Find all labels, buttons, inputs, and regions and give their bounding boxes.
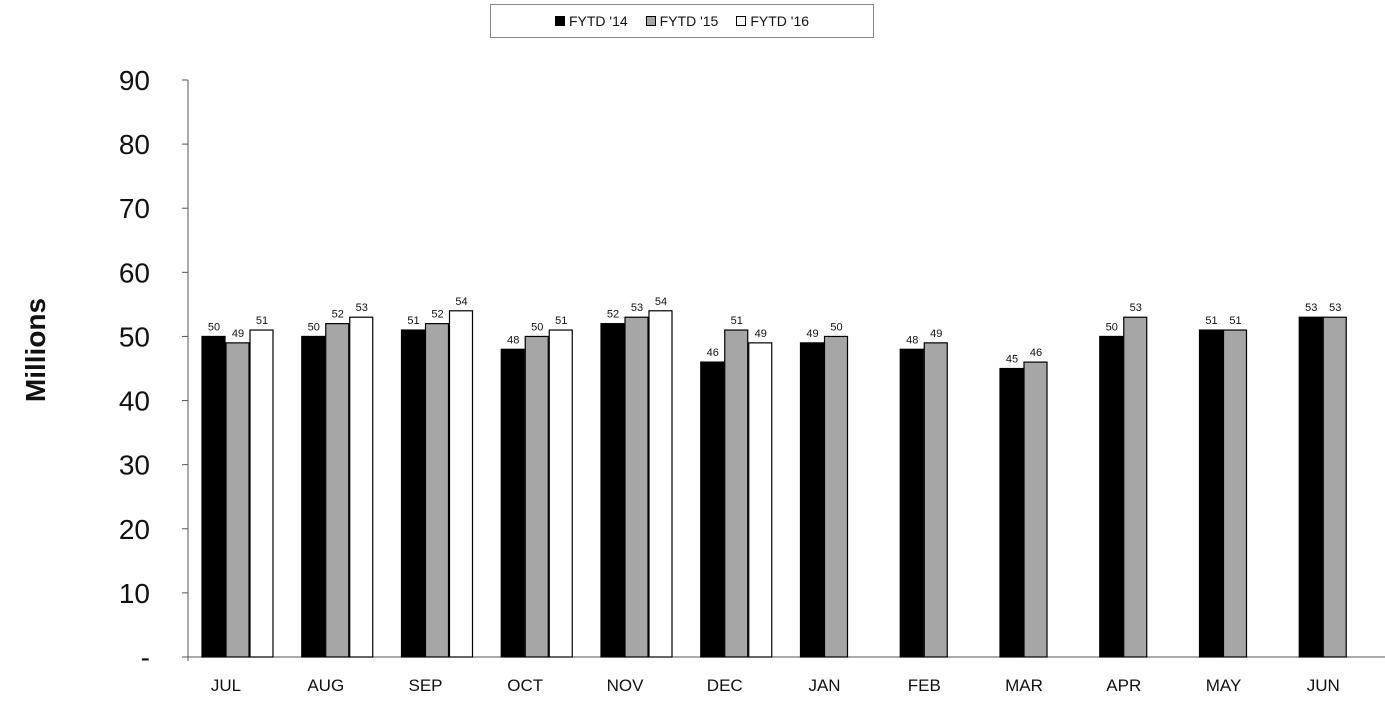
bar bbox=[225, 342, 250, 658]
bar-data-label: 53 bbox=[1305, 302, 1317, 314]
bar-data-label: 46 bbox=[1030, 347, 1042, 359]
bar-data-label: 51 bbox=[1229, 315, 1241, 327]
bar-data-label: 50 bbox=[531, 321, 543, 333]
legend-swatch-fytd14 bbox=[554, 16, 565, 26]
x-tick-label: JUL bbox=[211, 676, 241, 695]
legend-item-fytd16: FYTD '16 bbox=[736, 13, 809, 29]
bar bbox=[201, 335, 226, 658]
y-tick-label: 70 bbox=[119, 193, 150, 224]
chart-legend: FYTD '14 FYTD '15 FYTD '16 bbox=[490, 4, 874, 38]
bar-data-label: 48 bbox=[507, 334, 519, 346]
bar bbox=[524, 335, 549, 658]
x-tick-label: DEC bbox=[707, 676, 743, 695]
y-tick-label: 40 bbox=[119, 386, 150, 417]
bar bbox=[624, 316, 649, 658]
bar bbox=[249, 329, 274, 658]
bar bbox=[448, 310, 474, 658]
bar bbox=[1198, 329, 1224, 658]
y-tick-label: 20 bbox=[119, 514, 150, 545]
bar-data-label: 53 bbox=[631, 302, 643, 314]
bar bbox=[349, 316, 374, 658]
bar bbox=[648, 310, 673, 658]
bar-data-label: 52 bbox=[431, 309, 443, 321]
x-tick-label: JUN bbox=[1307, 676, 1340, 695]
bar bbox=[1099, 335, 1124, 658]
y-tick-label: 30 bbox=[119, 450, 150, 481]
bar-data-label: 51 bbox=[731, 315, 743, 327]
bar bbox=[400, 329, 426, 658]
bar bbox=[548, 329, 573, 658]
bar bbox=[1222, 329, 1248, 658]
bar-data-label: 50 bbox=[308, 321, 320, 333]
legend-swatch-fytd15 bbox=[645, 16, 656, 26]
x-tick-label: AUG bbox=[307, 676, 344, 695]
bar-data-label: 49 bbox=[232, 328, 244, 340]
bar-data-label: 52 bbox=[332, 309, 344, 321]
x-tick-label: NOV bbox=[607, 676, 645, 695]
y-tick-label: 90 bbox=[119, 65, 150, 96]
bar-data-label: 49 bbox=[806, 328, 818, 340]
bar bbox=[1023, 361, 1048, 658]
bar bbox=[748, 342, 773, 658]
bar bbox=[424, 323, 450, 658]
bar bbox=[325, 323, 350, 658]
bar bbox=[823, 335, 849, 658]
bar-data-label: 53 bbox=[356, 302, 368, 314]
y-tick-label: 80 bbox=[119, 129, 150, 160]
y-tick-label: - bbox=[141, 642, 150, 673]
y-tick-label: 50 bbox=[119, 321, 150, 352]
legend-item-fytd15: FYTD '15 bbox=[645, 13, 719, 29]
bar-data-label: 49 bbox=[930, 328, 942, 340]
x-tick-label: JAN bbox=[808, 676, 840, 695]
y-tick-label: 10 bbox=[119, 578, 150, 609]
bar bbox=[1322, 316, 1347, 658]
x-tick-label: SEP bbox=[408, 676, 442, 695]
x-tick-label: APR bbox=[1106, 676, 1141, 695]
legend-label-fytd16: FYTD '16 bbox=[750, 13, 810, 29]
bar-data-label: 51 bbox=[555, 315, 567, 327]
bar bbox=[799, 342, 825, 658]
legend-item-fytd14: FYTD '14 bbox=[554, 13, 628, 29]
x-tick-label: MAR bbox=[1005, 676, 1043, 695]
bar bbox=[700, 361, 725, 658]
bar-data-label: 45 bbox=[1006, 354, 1018, 366]
bar bbox=[724, 329, 749, 658]
bar-data-label: 50 bbox=[1106, 321, 1118, 333]
legend-swatch-fytd16 bbox=[736, 16, 747, 26]
bar-data-label: 50 bbox=[208, 321, 220, 333]
bar bbox=[301, 335, 326, 658]
bar bbox=[500, 348, 525, 658]
bar-data-label: 48 bbox=[906, 334, 918, 346]
legend-label-fytd15: FYTD '15 bbox=[659, 13, 719, 29]
bar-data-label: 52 bbox=[607, 309, 619, 321]
bar bbox=[600, 323, 625, 658]
x-tick-label: MAY bbox=[1206, 676, 1242, 695]
x-tick-label: OCT bbox=[507, 676, 543, 695]
bar-data-label: 51 bbox=[407, 315, 419, 327]
bar-data-label: 54 bbox=[655, 296, 667, 308]
bar-data-label: 51 bbox=[256, 315, 268, 327]
bar bbox=[1123, 316, 1148, 658]
bar-data-label: 53 bbox=[1130, 302, 1142, 314]
bar bbox=[1298, 316, 1323, 658]
y-tick-label: 60 bbox=[119, 257, 150, 288]
bar-data-label: 51 bbox=[1205, 315, 1217, 327]
bar bbox=[899, 348, 924, 658]
bar-data-label: 49 bbox=[755, 328, 767, 340]
bar-data-label: 46 bbox=[707, 347, 719, 359]
bar bbox=[999, 367, 1024, 658]
bar-data-label: 50 bbox=[830, 321, 842, 333]
bar bbox=[923, 342, 948, 658]
x-tick-label: FEB bbox=[908, 676, 941, 695]
bar-data-label: 53 bbox=[1329, 302, 1341, 314]
bar-data-label: 54 bbox=[455, 296, 467, 308]
legend-label-fytd14: FYTD '14 bbox=[568, 13, 628, 29]
